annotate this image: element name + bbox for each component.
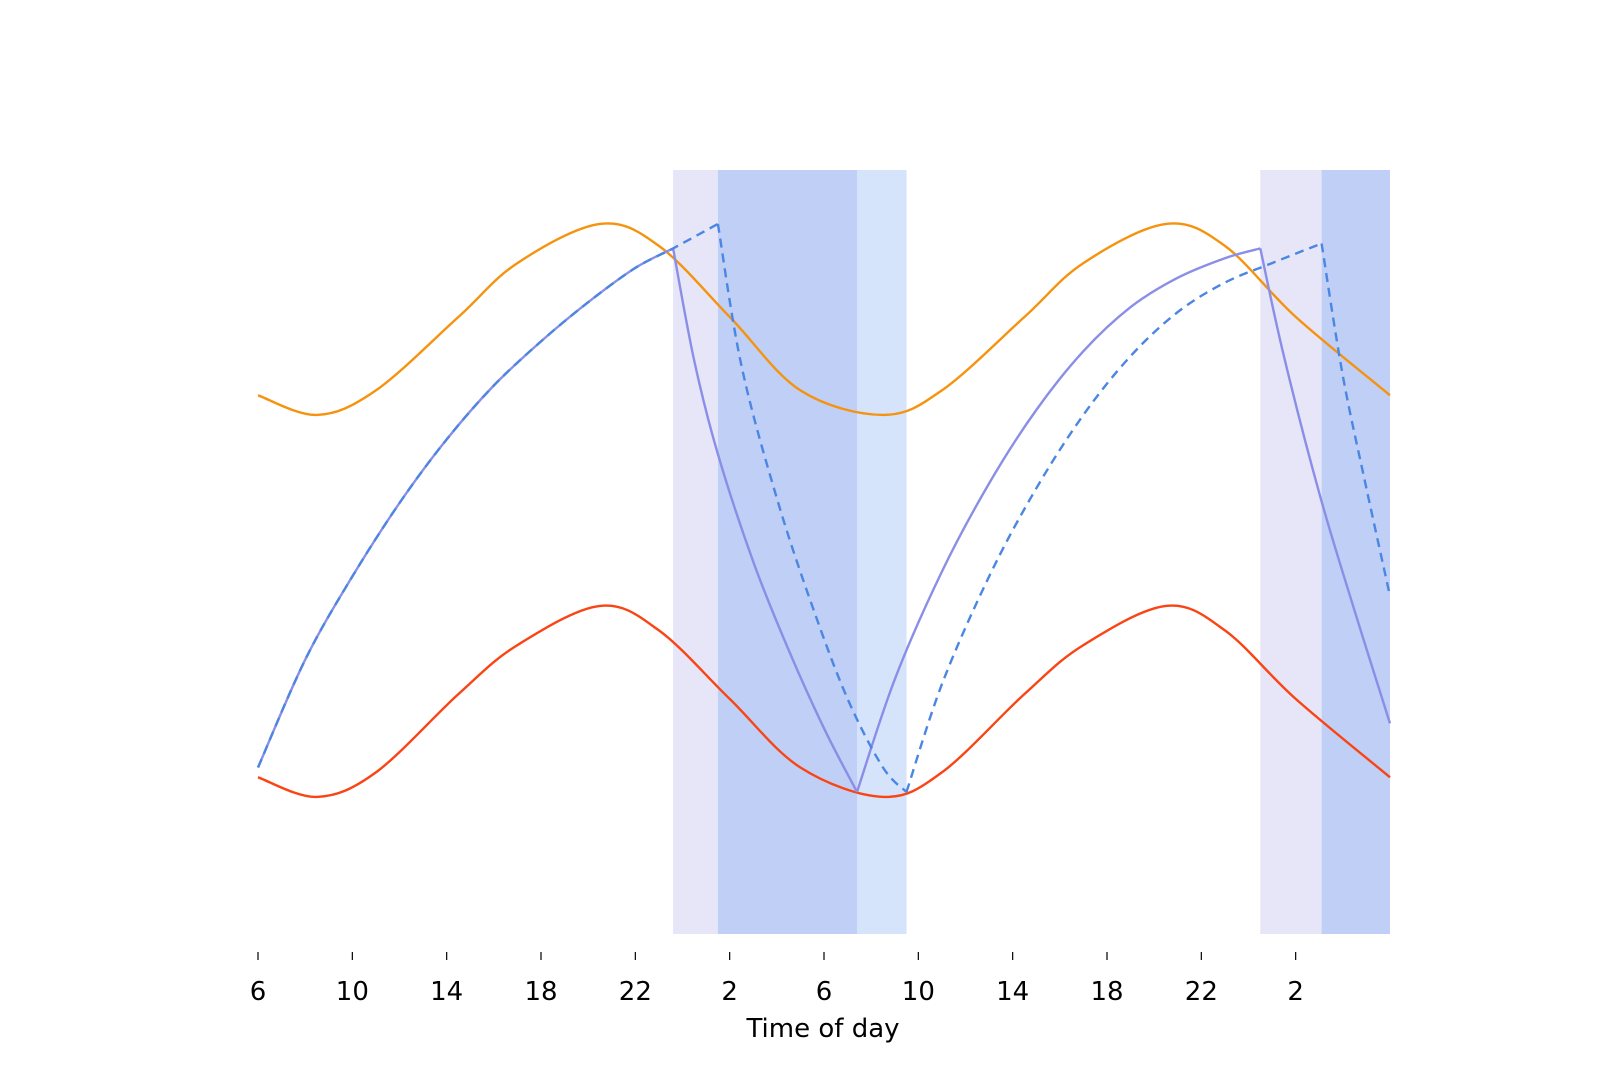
series-line-4 bbox=[256, 222, 1392, 793]
series-line-3 bbox=[256, 247, 1392, 793]
x-tick-label: 10 bbox=[902, 977, 935, 1007]
x-tick-label: 2 bbox=[721, 977, 738, 1007]
shaded-region-2 bbox=[717, 170, 858, 934]
x-axis: 6 10 14 18 22 2 6 10 14 18 22 2 bbox=[250, 952, 1304, 1007]
x-tick-label: 2 bbox=[1287, 977, 1304, 1007]
x-tick-label: 6 bbox=[816, 977, 833, 1007]
x-tick-label: 14 bbox=[430, 977, 463, 1007]
x-tick-label: 6 bbox=[250, 977, 267, 1007]
x-tick-label: 18 bbox=[524, 977, 557, 1007]
x-tick-label: 14 bbox=[996, 977, 1029, 1007]
x-tick-label: 22 bbox=[1185, 977, 1218, 1007]
shaded-region-4 bbox=[1260, 170, 1322, 934]
x-tick-label: 18 bbox=[1090, 977, 1123, 1007]
x-axis-label: Time of day bbox=[745, 1014, 899, 1044]
series-lines bbox=[256, 222, 1392, 799]
shaded-regions bbox=[673, 170, 1390, 934]
shaded-region-3 bbox=[857, 170, 907, 934]
series-line-2 bbox=[257, 604, 1391, 799]
series-line-1 bbox=[257, 222, 1391, 417]
shaded-region-5 bbox=[1321, 170, 1390, 934]
x-tick-label: 22 bbox=[619, 977, 652, 1007]
x-tick-label: 10 bbox=[336, 977, 369, 1007]
